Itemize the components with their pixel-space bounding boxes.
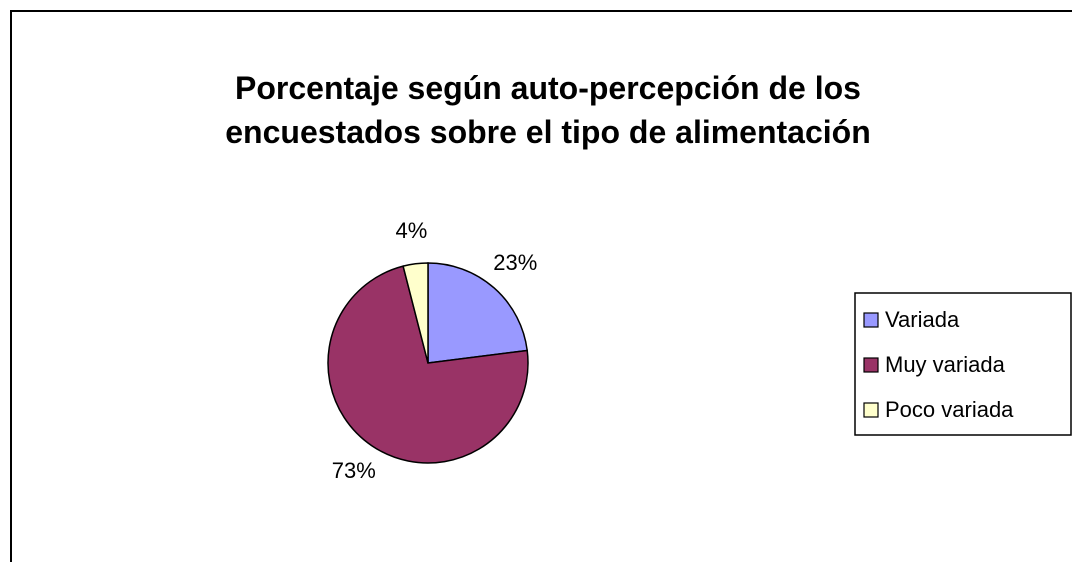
pie-slice (327, 265, 529, 464)
data-label: 23% (493, 250, 537, 275)
data-label: 4% (396, 218, 428, 243)
pie-slice (402, 262, 429, 364)
pie-slice (427, 262, 529, 364)
data-label: 73% (332, 458, 376, 483)
chart-title: Porcentaje según auto-percepción de los … (225, 70, 871, 150)
chart-border (10, 10, 1072, 562)
legend-swatch (863, 312, 879, 328)
legend-label: Poco variada (885, 397, 1014, 422)
legend-swatch (863, 402, 879, 418)
legend-swatch (863, 357, 879, 373)
legend-box (854, 292, 1072, 436)
legend-label: Muy variada (885, 352, 1006, 377)
legend-label: Variada (885, 307, 960, 332)
